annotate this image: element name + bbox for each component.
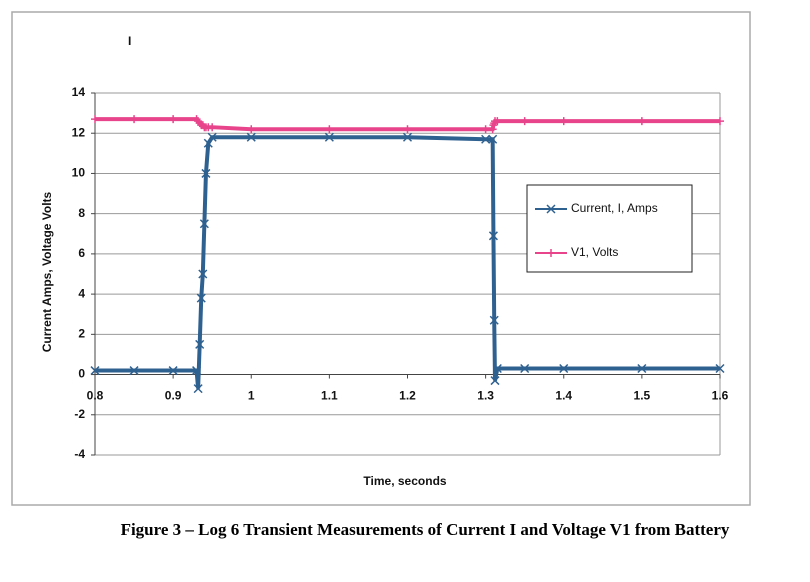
data-point — [208, 123, 217, 132]
data-point — [130, 115, 139, 124]
x-tick-label: 0.9 — [165, 389, 182, 403]
data-point — [481, 134, 491, 144]
data-point — [169, 115, 178, 124]
legend-marker — [547, 249, 555, 257]
data-point — [489, 315, 499, 325]
data-point — [493, 117, 502, 126]
legend-label: V1, Volts — [571, 245, 618, 259]
data-point — [129, 366, 139, 376]
data-point — [637, 117, 646, 126]
legend-box — [526, 184, 693, 273]
data-point — [90, 366, 100, 376]
x-tick-label: 1.4 — [555, 389, 572, 403]
data-point — [198, 269, 208, 279]
data-point — [488, 134, 498, 144]
data-point — [520, 363, 530, 374]
data-point — [716, 117, 724, 126]
caption: Figure 3 – Log 6 Transient Measurements … — [120, 520, 730, 539]
data-point — [520, 117, 529, 126]
data-point — [203, 138, 213, 148]
caption-box: Figure 3 – Log 6 Transient Measurements … — [120, 520, 730, 539]
data-point — [199, 219, 209, 229]
y-tick-label: 0 — [78, 367, 85, 381]
x-tick-label: 1.1 — [321, 389, 338, 403]
x-axis-label: Time, seconds — [363, 474, 446, 488]
data-point — [168, 366, 178, 376]
y-tick-label: -2 — [74, 407, 85, 421]
y-tick-label: 2 — [78, 327, 85, 341]
data-point — [492, 363, 502, 374]
data-point — [715, 363, 725, 374]
x-tick-label: 1 — [248, 389, 255, 403]
data-point — [488, 125, 497, 134]
legend-marker — [546, 204, 556, 214]
y-tick-label: 6 — [78, 246, 85, 260]
y-axis-label: Current Amps, Voltage Volts — [40, 191, 54, 352]
data-point — [91, 115, 99, 124]
data-point — [325, 125, 334, 134]
data-point — [403, 125, 412, 134]
x-tick-label: 1.2 — [399, 389, 416, 403]
data-point — [246, 132, 256, 142]
y-tick-label: 8 — [78, 206, 85, 220]
data-point — [402, 132, 413, 142]
data-point — [201, 168, 211, 178]
x-tick-label: 0.8 — [87, 389, 104, 403]
y-tick-label: 4 — [78, 286, 85, 300]
data-point — [490, 376, 500, 386]
data-point — [488, 231, 498, 241]
data-point — [559, 117, 568, 126]
x-tick-label: 1.3 — [477, 389, 494, 403]
data-point — [207, 132, 217, 142]
data-point — [196, 293, 206, 303]
data-point — [559, 363, 569, 374]
data-point — [195, 339, 205, 349]
x-tick-label: 1.5 — [634, 389, 651, 403]
y-tick-label: 12 — [72, 125, 86, 139]
data-point — [481, 125, 490, 134]
data-point — [247, 125, 256, 134]
data-point — [637, 363, 647, 374]
chart-title: I — [128, 34, 131, 48]
y-tick-label: -4 — [74, 447, 85, 461]
legend-label: Current, I, Amps — [571, 201, 658, 215]
data-point — [192, 366, 202, 376]
y-tick-label: 10 — [72, 166, 86, 180]
data-point — [193, 384, 203, 394]
y-tick-label: 14 — [72, 85, 86, 99]
x-tick-label: 1.6 — [712, 389, 729, 403]
data-point — [324, 132, 334, 142]
